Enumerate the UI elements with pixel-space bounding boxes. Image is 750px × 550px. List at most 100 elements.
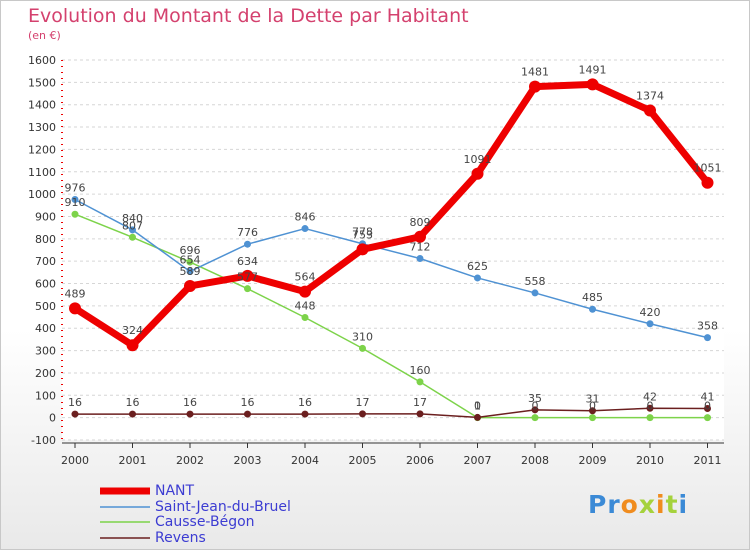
logo-letter: P <box>588 490 608 519</box>
data-label-nant: 1374 <box>636 90 664 103</box>
data-point-saint-jean-du-bruel <box>531 289 539 297</box>
data-label-saint-jean-du-bruel: 778 <box>352 226 373 239</box>
data-label-nant: 564 <box>295 271 316 284</box>
data-label-revens: 17 <box>356 396 370 409</box>
data-label-revens: 16 <box>68 396 82 409</box>
y-tick-label: 200 <box>35 367 56 380</box>
y-tick-label: 500 <box>35 300 56 313</box>
logo-letter: o <box>620 490 639 519</box>
data-point-saint-jean-du-bruel <box>416 254 424 262</box>
data-label-saint-jean-du-bruel: 976 <box>65 181 86 194</box>
x-tick-label: 2000 <box>61 454 89 467</box>
data-point-revens <box>531 406 539 414</box>
data-point-causse-begon <box>704 414 711 422</box>
data-point-causse-begon <box>186 258 194 266</box>
plot-area <box>62 60 724 440</box>
data-label-revens: 35 <box>528 392 542 405</box>
series-line-nant <box>71 80 711 349</box>
y-tick-label: 1300 <box>28 121 56 134</box>
data-point-nant <box>644 104 656 117</box>
series-line-saint-jean-du-bruel <box>74 198 709 339</box>
data-label-nant: 1091 <box>464 153 492 166</box>
data-label-revens: 16 <box>126 396 140 409</box>
data-point-nant <box>471 167 484 180</box>
data-point-causse-begon <box>589 414 596 422</box>
data-point-revens <box>589 407 596 415</box>
data-point-saint-jean-du-bruel <box>301 225 309 233</box>
data-point-saint-jean-du-bruel <box>589 305 596 313</box>
y-tick-label: 600 <box>35 278 56 291</box>
data-label-causse-begon: 910 <box>65 196 86 209</box>
data-point-causse-begon <box>646 414 654 422</box>
data-label-causse-begon: 0 <box>474 400 481 413</box>
data-label-causse-begon: 0 <box>532 400 539 413</box>
y-tick-label: 1600 <box>28 54 56 67</box>
data-label-saint-jean-du-bruel: 840 <box>122 212 143 225</box>
data-label-causse-begon: 0 <box>647 400 654 413</box>
x-tick-label: 2010 <box>636 454 664 467</box>
x-tick-label: 2004 <box>291 454 319 467</box>
y-tick-label: 900 <box>35 210 56 223</box>
data-label-causse-begon: 696 <box>180 244 201 257</box>
x-tick-label: 2001 <box>119 454 147 467</box>
data-label-nant: 489 <box>65 287 86 300</box>
legend-label-saint-jean-du-bruel: Saint-Jean-du-Bruel <box>155 499 291 515</box>
data-label-saint-jean-du-bruel: 654 <box>180 253 201 266</box>
data-point-saint-jean-du-bruel <box>244 240 251 248</box>
data-label-revens: 16 <box>298 396 312 409</box>
data-point-revens <box>186 410 194 418</box>
y-tick-label: 1200 <box>28 143 56 156</box>
data-point-nant <box>356 243 369 256</box>
logo-letter: i <box>656 490 666 519</box>
data-label-causse-begon: 310 <box>352 330 373 343</box>
y-tick-label: 1500 <box>28 76 56 89</box>
y-tick-label: 1400 <box>28 99 56 112</box>
data-label-nant: 589 <box>180 265 201 278</box>
data-point-revens <box>301 410 309 418</box>
data-point-causse-begon <box>301 314 309 322</box>
data-label-causse-begon: 577 <box>237 271 258 284</box>
data-point-saint-jean-du-bruel <box>704 334 711 342</box>
data-point-revens <box>474 413 481 421</box>
data-point-causse-begon <box>531 414 539 422</box>
data-point-nant <box>126 339 139 352</box>
data-label-causse-begon: 0 <box>704 400 711 413</box>
data-point-causse-begon <box>416 378 424 386</box>
logo-letter: x <box>638 490 656 519</box>
data-point-revens <box>129 410 136 418</box>
data-point-saint-jean-du-bruel <box>474 274 481 282</box>
data-label-nant: 753 <box>352 228 373 241</box>
data-label-nant: 1491 <box>579 63 607 76</box>
x-tick-label: 2003 <box>234 454 262 467</box>
y-tick-label: 1000 <box>28 188 56 201</box>
x-tick-label: 2009 <box>579 454 607 467</box>
y-tick-label: 300 <box>35 345 56 358</box>
data-label-nant: 324 <box>122 324 143 337</box>
data-label-nant: 1481 <box>521 66 549 79</box>
data-point-saint-jean-du-bruel <box>646 320 654 328</box>
x-tick-label: 2005 <box>349 454 377 467</box>
chart-title: Evolution du Montant de la Dette par Hab… <box>28 5 469 27</box>
data-label-revens: 16 <box>183 396 197 409</box>
data-point-saint-jean-du-bruel <box>71 195 79 203</box>
data-label-causse-begon: 160 <box>410 364 431 377</box>
data-point-causse-begon <box>359 344 366 352</box>
data-point-causse-begon <box>244 285 251 293</box>
data-label-saint-jean-du-bruel: 420 <box>640 306 661 319</box>
data-label-saint-jean-du-bruel: 712 <box>410 240 431 253</box>
data-point-saint-jean-du-bruel <box>129 226 136 234</box>
legend-label-revens: Revens <box>155 530 206 546</box>
data-label-revens: 31 <box>586 393 600 406</box>
data-label-saint-jean-du-bruel: 846 <box>295 211 316 224</box>
data-point-nant <box>701 176 714 189</box>
y-tick-label: 400 <box>35 322 56 335</box>
proxiti-logo: Proxiti <box>588 490 688 519</box>
data-point-nant <box>69 302 81 315</box>
data-point-nant <box>414 230 426 243</box>
y-tick-label: -100 <box>31 434 56 447</box>
data-label-causse-begon: 448 <box>295 300 316 313</box>
data-label-revens: 41 <box>701 390 715 403</box>
data-label-nant: 809 <box>410 216 431 229</box>
x-tick-label: 2008 <box>521 454 549 467</box>
